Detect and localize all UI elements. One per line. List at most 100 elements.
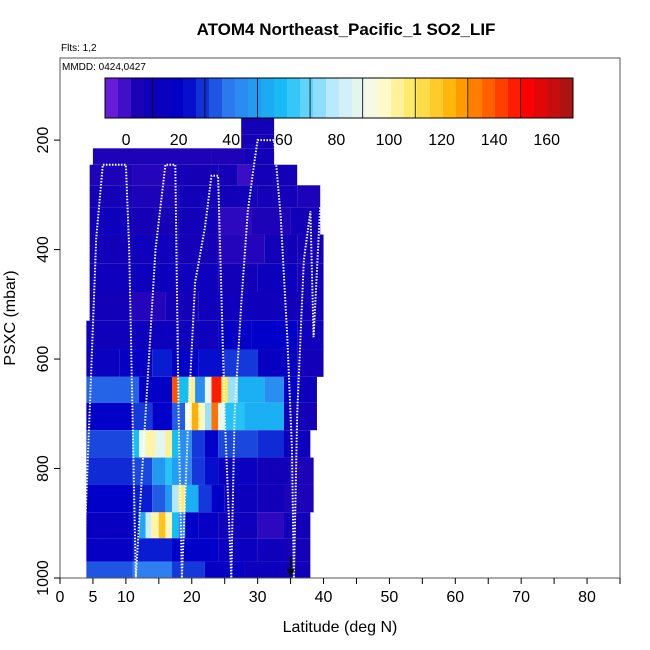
heatmap-cell xyxy=(86,484,133,513)
x-tick-label: 10 xyxy=(117,589,135,606)
heatmap-cell xyxy=(172,402,186,431)
heatmap-cell xyxy=(139,376,172,403)
flight-track xyxy=(82,139,322,579)
colorbar: 0 20 40 60 80 100 120 140 160 xyxy=(104,77,574,149)
heatmap-cell xyxy=(132,538,172,562)
heatmap-cell xyxy=(244,148,275,165)
plot-frame xyxy=(59,57,621,579)
colorbar-segment xyxy=(222,78,236,118)
heatmap-cell xyxy=(150,512,159,539)
heatmap-cell xyxy=(172,349,199,377)
colorbar-segment xyxy=(170,78,184,118)
y-axis: 200 400 600 800 1000 xyxy=(35,127,60,596)
colorbar-segment xyxy=(456,78,470,118)
colorbar-segment xyxy=(326,78,340,118)
colorbar-segment xyxy=(157,78,171,118)
colorbar-segment xyxy=(469,78,483,118)
heatmap-cell xyxy=(172,538,219,562)
colorbar-segment xyxy=(196,78,210,118)
colorbar-border xyxy=(104,77,574,119)
colorbar-segment xyxy=(378,78,392,118)
colorbar-segment xyxy=(287,78,301,118)
heatmap-cell xyxy=(172,484,179,513)
x-tick-label: 50 xyxy=(381,589,399,606)
heatmap-cell xyxy=(185,484,199,513)
heatmap-cell xyxy=(297,185,321,208)
heatmap-cell xyxy=(218,234,265,264)
heatmap-cell xyxy=(284,538,311,562)
heatmap-cell xyxy=(89,207,133,235)
colorbar-tick-label: 0 xyxy=(122,132,131,149)
heatmap-cell xyxy=(185,402,192,431)
heatmap-cell xyxy=(86,376,140,403)
colorbar-segment xyxy=(495,78,509,118)
heatmap-cell xyxy=(195,376,205,403)
heatmap-cell xyxy=(152,484,166,513)
heatmap-cell xyxy=(132,292,166,321)
colorbar-segment xyxy=(118,78,132,118)
heatmap-cell xyxy=(172,457,179,485)
heatmap-cell xyxy=(237,376,265,403)
heatmap-cell xyxy=(244,402,284,431)
colorbar-segment xyxy=(248,78,262,118)
heatmap-cell xyxy=(257,430,284,458)
heatmap-cell xyxy=(224,349,258,377)
heatmap-cell xyxy=(218,538,258,562)
heatmap-cell xyxy=(178,185,219,208)
colorbar-tick-label: 20 xyxy=(170,132,188,149)
heatmap-cell xyxy=(132,561,172,578)
flights-label: Flts: 1,2 xyxy=(61,43,97,54)
x-axis-label: Latitude (deg N) xyxy=(283,619,398,636)
heatmap-cell xyxy=(119,349,153,377)
colorbar-segment xyxy=(534,78,548,118)
x-tick-label: 80 xyxy=(578,589,596,606)
heatmap-cell xyxy=(86,402,133,431)
heatmap-cell xyxy=(89,164,133,186)
colorbar-tick-label: 40 xyxy=(222,132,240,149)
heatmap-cell xyxy=(204,402,212,431)
heatmap-cell xyxy=(264,234,298,264)
colorbar-segment xyxy=(508,78,522,118)
heatmap-cell xyxy=(221,376,228,403)
colorbar-segment xyxy=(417,78,431,118)
heatmap-cell xyxy=(218,402,225,431)
colorbar-segment xyxy=(313,78,327,118)
heatmap-cell xyxy=(89,263,133,292)
heatmap-cell xyxy=(89,185,133,208)
heatmap-cell xyxy=(204,561,245,578)
colorbar-segment xyxy=(300,78,314,118)
heatmap-cell xyxy=(191,402,199,431)
heatmap-cell xyxy=(86,561,133,578)
heatmap-cell xyxy=(284,376,298,403)
heatmap-cell xyxy=(132,207,179,235)
heatmap-cell xyxy=(198,349,225,377)
heatmap-cell xyxy=(165,457,172,485)
x-tick-label: 5 xyxy=(88,589,97,606)
heatmap-cell xyxy=(132,164,172,186)
heatmap-cell xyxy=(145,512,151,539)
x-tick-label: 30 xyxy=(249,589,267,606)
colorbar-tick-label: 60 xyxy=(275,132,293,149)
y-tick-label: 800 xyxy=(35,455,52,482)
heatmap-cell xyxy=(155,430,166,458)
heatmap-cell xyxy=(165,430,172,458)
heatmap-cell xyxy=(211,376,222,403)
heatmap-cell xyxy=(86,512,133,539)
heatmap-cell xyxy=(218,430,258,458)
heatmap-cell xyxy=(152,402,172,431)
heatmap-cells xyxy=(86,118,324,578)
colorbar-tick-label: 160 xyxy=(533,132,560,149)
heatmap-cell xyxy=(257,457,291,485)
x-tick-label: 20 xyxy=(183,589,201,606)
heatmap-cell xyxy=(244,292,284,321)
heatmap-cell xyxy=(297,320,324,350)
colorbar-segment xyxy=(560,78,574,118)
colorbar-segment xyxy=(183,78,197,118)
y-tick-label: 1000 xyxy=(35,560,52,596)
dates-label: MMDD: 0424,0427 xyxy=(62,62,146,73)
heatmap-cell xyxy=(158,512,166,539)
heatmap-cell xyxy=(257,538,284,562)
heatmap-cell xyxy=(172,376,179,403)
heatmap-cell xyxy=(257,484,284,513)
heatmap-cell xyxy=(132,512,140,539)
